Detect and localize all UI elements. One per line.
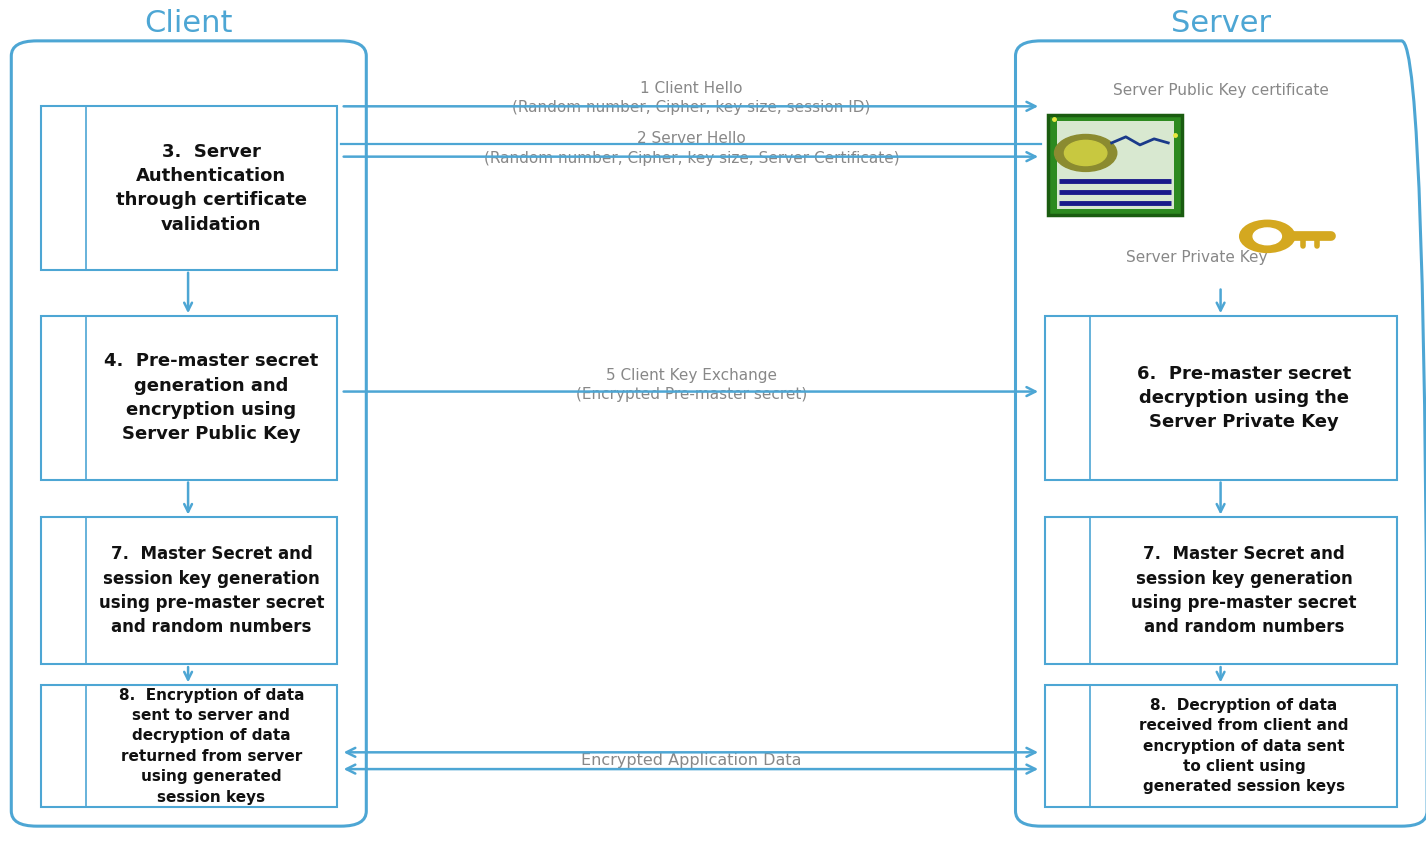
Text: 7.  Master Secret and
session key generation
using pre-master secret
and random : 7. Master Secret and session key generat… <box>1131 546 1356 636</box>
Text: 1 Client Hello
(Random number, Cipher, key size, session ID): 1 Client Hello (Random number, Cipher, k… <box>512 81 871 115</box>
FancyBboxPatch shape <box>41 316 337 480</box>
FancyBboxPatch shape <box>1045 685 1397 807</box>
Circle shape <box>1253 228 1282 244</box>
Text: Client: Client <box>144 8 232 37</box>
Text: 8.  Decryption of data
received from client and
encryption of data sent
to clien: 8. Decryption of data received from clie… <box>1139 698 1349 794</box>
Text: 5 Client Key Exchange
(Encrypted Pre-master secret): 5 Client Key Exchange (Encrypted Pre-mas… <box>576 368 807 402</box>
Text: Encrypted Application Data: Encrypted Application Data <box>582 753 801 768</box>
Circle shape <box>1055 135 1117 172</box>
Text: 6.  Pre-master secret
decryption using the
Server Private Key: 6. Pre-master secret decryption using th… <box>1137 365 1350 431</box>
FancyBboxPatch shape <box>41 685 337 807</box>
Text: Server Private Key: Server Private Key <box>1125 250 1268 265</box>
Text: 3.  Server
Authentication
through certificate
validation: 3. Server Authentication through certifi… <box>116 143 307 233</box>
FancyBboxPatch shape <box>1045 518 1397 664</box>
FancyBboxPatch shape <box>41 518 337 664</box>
Text: 8.  Encryption of data
sent to server and
decryption of data
returned from serve: 8. Encryption of data sent to server and… <box>118 688 304 805</box>
FancyBboxPatch shape <box>1057 122 1174 209</box>
Text: 4.  Pre-master secret
generation and
encryption using
Server Public Key: 4. Pre-master secret generation and encr… <box>104 353 318 443</box>
FancyBboxPatch shape <box>1048 115 1182 216</box>
Text: 2 Server Hello
(Random number, Cipher, key size, Server Certificate): 2 Server Hello (Random number, Cipher, k… <box>483 131 900 166</box>
Circle shape <box>1064 140 1107 166</box>
Text: 7.  Master Secret and
session key generation
using pre-master secret
and random : 7. Master Secret and session key generat… <box>98 546 324 636</box>
FancyBboxPatch shape <box>1045 316 1397 480</box>
Text: Server Public Key certificate: Server Public Key certificate <box>1112 83 1329 98</box>
Text: Server: Server <box>1171 8 1272 37</box>
Circle shape <box>1239 220 1296 253</box>
FancyBboxPatch shape <box>41 107 337 270</box>
